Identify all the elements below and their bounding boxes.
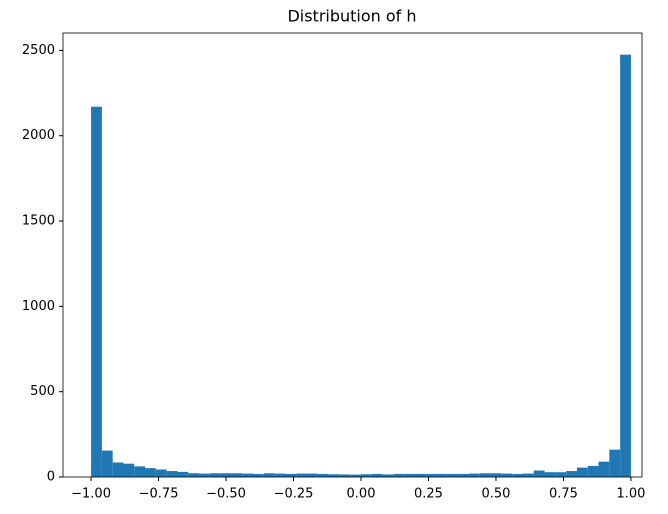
bar (134, 466, 146, 477)
bar (555, 472, 567, 477)
x-tick-label: −0.50 (206, 487, 246, 502)
bar (155, 469, 167, 477)
x-tick-label: −1.00 (71, 487, 111, 502)
bar (404, 473, 415, 477)
bar (447, 473, 459, 477)
y-tick-label: 2000 (22, 128, 55, 143)
bar (166, 471, 178, 477)
bar (242, 473, 254, 477)
x-tick-label: 0.00 (347, 487, 376, 502)
bar (361, 474, 372, 477)
bar (112, 462, 124, 477)
x-tick-label: −0.75 (139, 487, 179, 502)
bar (587, 465, 599, 477)
bar (296, 473, 308, 477)
x-tick-label: 0.25 (414, 487, 443, 502)
bar (263, 473, 275, 477)
bar (501, 473, 513, 477)
bar (479, 473, 491, 477)
bar (533, 470, 545, 477)
bar (436, 473, 448, 477)
bar (285, 473, 297, 477)
bar (414, 473, 426, 477)
bar (339, 474, 351, 477)
x-tick-label: −0.25 (274, 487, 314, 502)
bar (425, 473, 437, 477)
y-tick-label: 1500 (22, 214, 55, 229)
bar (468, 473, 480, 477)
bar (522, 473, 534, 477)
bar (177, 471, 189, 477)
bar (91, 106, 102, 477)
y-tick-label: 1000 (22, 299, 55, 314)
bar (123, 463, 135, 477)
bar (576, 467, 588, 477)
bar (371, 473, 383, 477)
y-tick-label: 500 (30, 384, 55, 399)
y-tick-label: 0 (47, 470, 55, 485)
chart-title: Distribution of h (287, 7, 416, 26)
x-tick-label: 0.75 (549, 487, 578, 502)
bar (231, 473, 243, 477)
bar (609, 449, 621, 477)
bar (199, 473, 210, 477)
bar (393, 473, 405, 477)
bar (490, 473, 502, 477)
x-tick-label: 0.50 (481, 487, 510, 502)
bar (253, 473, 264, 477)
bar (145, 468, 156, 477)
bar (458, 473, 469, 477)
bar (350, 474, 362, 477)
bar (512, 473, 523, 477)
bar (598, 461, 610, 477)
bar (274, 473, 286, 477)
bar (209, 473, 221, 477)
bar (382, 474, 394, 477)
bar (188, 473, 200, 477)
plot-frame (62, 32, 643, 478)
x-tick-label: 1.00 (616, 487, 645, 502)
bar (566, 471, 577, 477)
bar (101, 450, 113, 477)
bar (307, 473, 318, 477)
bar (328, 474, 340, 477)
bar (620, 54, 631, 477)
bar (544, 472, 556, 477)
bar (220, 473, 232, 477)
y-tick-label: 2500 (22, 43, 55, 58)
bar (317, 473, 329, 477)
